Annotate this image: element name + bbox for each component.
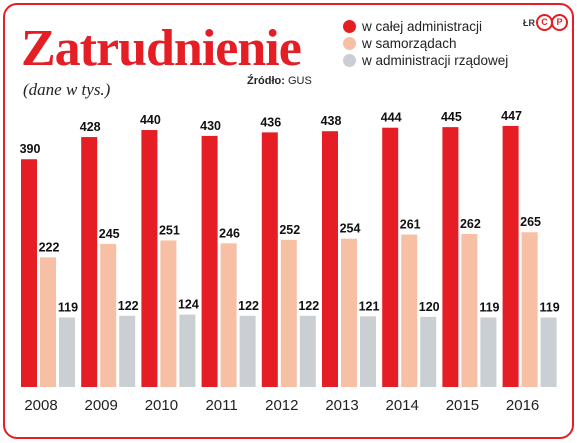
- bar-local-2016: [521, 232, 538, 387]
- source-value: GUS: [287, 75, 312, 87]
- value-label-total-2011: 430: [200, 119, 221, 133]
- bar-chart: 390 222 119 2008 428 245 122 2009 440 251 124 2010 4…: [20, 109, 560, 414]
- legend-item-local: w samorządach: [343, 35, 508, 52]
- value-label-total-2008: 390: [20, 142, 41, 156]
- bar-government-2012: [299, 315, 316, 387]
- value-label-local-2009: 245: [99, 227, 120, 241]
- value-label-government-2010: 124: [178, 298, 199, 312]
- value-label-total-2009: 428: [80, 120, 101, 134]
- bar-local-2009: [100, 243, 117, 387]
- year-label-2012: 2012: [265, 397, 298, 414]
- value-label-government-2008: 119: [58, 301, 78, 315]
- value-label-local-2011: 246: [219, 226, 240, 240]
- legend-dot-local: [343, 37, 356, 50]
- bar-government-2016: [540, 317, 557, 387]
- bar-total-2013: [322, 131, 338, 387]
- source-label: Źródło:: [247, 75, 285, 87]
- bar-total-2016: [502, 125, 519, 388]
- legend-dot-government: [343, 54, 356, 67]
- bar-total-2014: [382, 127, 399, 387]
- bar-local-2011: [220, 243, 237, 387]
- bar-local-2015: [461, 233, 478, 387]
- year-label-2008: 2008: [24, 397, 57, 414]
- value-label-local-2012: 252: [279, 223, 300, 237]
- logo-badge: C P: [536, 14, 568, 31]
- legend-item-total: w całej administracji: [343, 18, 508, 35]
- legend-label-local: w samorządach: [362, 36, 457, 51]
- legend-label-government: w administracji rządowej: [362, 53, 509, 68]
- value-label-total-2010: 440: [140, 113, 161, 127]
- bar-total-2010: [141, 130, 158, 387]
- value-label-government-2013: 121: [359, 299, 380, 313]
- value-label-government-2016: 119: [540, 301, 560, 315]
- year-label-2015: 2015: [446, 397, 479, 414]
- value-label-government-2009: 122: [118, 299, 139, 313]
- logo-letter-p: P: [551, 14, 568, 31]
- year-label-2009: 2009: [85, 397, 118, 414]
- chart-frame: Zatrudnienie (dane w tys.) Źródło: GUS w…: [3, 3, 574, 439]
- publisher-logo: ŁR C P: [523, 14, 568, 31]
- year-label-2014: 2014: [386, 397, 419, 414]
- bar-total-2015: [442, 127, 459, 388]
- value-label-local-2016: 265: [520, 215, 541, 229]
- bar-government-2014: [420, 316, 437, 387]
- logo-prefix: ŁR: [523, 17, 535, 28]
- bar-total-2008: [21, 159, 37, 387]
- bar-local-2013: [341, 238, 357, 387]
- year-label-2010: 2010: [145, 397, 178, 414]
- year-label-2016: 2016: [506, 397, 539, 414]
- year-label-2011: 2011: [205, 397, 237, 414]
- value-label-government-2011: 122: [238, 299, 259, 313]
- value-label-local-2010: 251: [159, 223, 180, 237]
- legend-item-government: w administracji rządowej: [343, 52, 508, 69]
- value-label-total-2016: 447: [501, 109, 522, 123]
- value-label-total-2013: 438: [321, 114, 342, 128]
- legend-dot-total: [343, 20, 356, 33]
- value-label-local-2015: 262: [460, 217, 481, 231]
- value-label-local-2008: 222: [39, 240, 60, 254]
- chart-title: Zatrudnienie: [21, 20, 302, 77]
- value-label-local-2013: 254: [340, 222, 361, 236]
- bar-local-2012: [280, 239, 297, 387]
- value-label-total-2015: 445: [441, 110, 462, 124]
- source-note: Źródło: GUS: [247, 75, 312, 87]
- bar-government-2010: [179, 314, 196, 387]
- bar-government-2011: [239, 315, 256, 387]
- bar-total-2012: [261, 132, 278, 387]
- value-label-government-2014: 120: [419, 300, 440, 314]
- bar-total-2011: [201, 135, 218, 387]
- bar-local-2008: [40, 257, 56, 387]
- bar-government-2009: [119, 315, 136, 387]
- value-label-total-2014: 444: [381, 111, 402, 125]
- bar-government-2008: [59, 317, 75, 387]
- value-label-government-2015: 119: [479, 301, 499, 315]
- legend-label-total: w całej administracji: [362, 19, 483, 34]
- bar-local-2014: [401, 234, 418, 387]
- value-label-local-2014: 261: [400, 218, 421, 232]
- value-label-total-2012: 436: [260, 115, 281, 129]
- bar-total-2009: [81, 137, 98, 387]
- bar-government-2013: [360, 316, 376, 387]
- legend: w całej administracji w samorządach w ad…: [343, 18, 508, 69]
- bar-government-2015: [480, 317, 497, 387]
- bar-local-2010: [160, 240, 177, 387]
- year-label-2013: 2013: [325, 397, 358, 414]
- chart-subtitle: (dane w tys.): [23, 80, 111, 99]
- value-label-government-2012: 122: [298, 299, 319, 313]
